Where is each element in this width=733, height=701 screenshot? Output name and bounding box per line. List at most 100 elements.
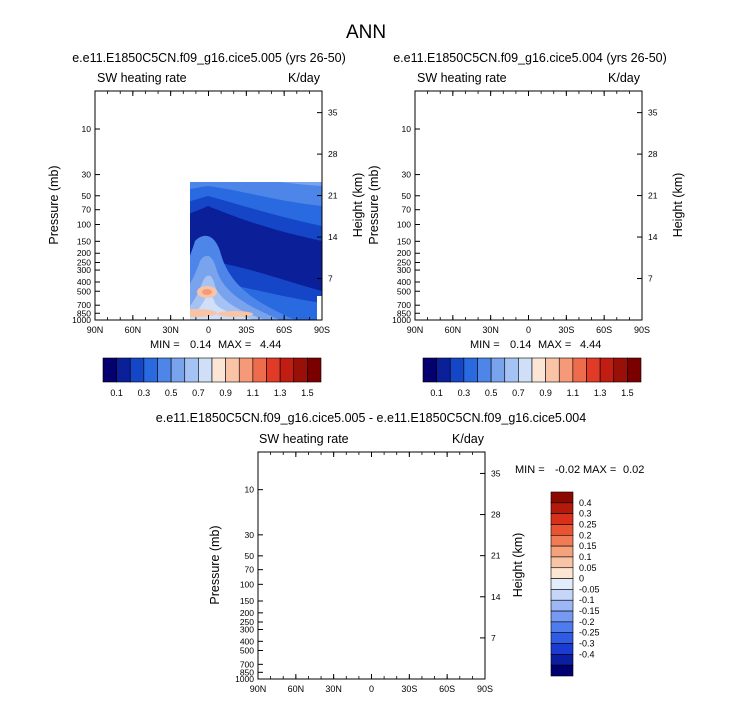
y-tick-label: 500: [77, 286, 91, 296]
y-tick-label: 300: [77, 265, 91, 275]
hot-spot-core: [202, 289, 212, 295]
y-tick-label: 850: [240, 667, 254, 677]
y-tick-label: 150: [240, 596, 254, 606]
colorbar-swatch: [545, 357, 560, 383]
y-tick-label: 100: [397, 220, 411, 230]
colorbar-label: 0.05: [579, 563, 597, 573]
band-upper-9: [95, 91, 322, 136]
panel-top-right: e.e11.E1850C5CN.f09_g16.cice5.004 (yrs 2…: [367, 51, 685, 398]
band-upper-8: [415, 91, 642, 141]
band-lower-2: [415, 281, 642, 320]
colorbar-label: 1.5: [301, 388, 314, 398]
band-upper-3: [415, 91, 642, 148]
y-tick-label: 400: [397, 277, 411, 287]
colorbar-swatch: [184, 357, 199, 383]
y-right-tick-label: 35: [491, 468, 501, 478]
colorbar-swatch: [550, 578, 574, 590]
colorbar-label: 0.3: [579, 509, 592, 519]
band-upper-1: [415, 91, 642, 171]
variable-label: SW heating rate: [97, 71, 187, 85]
colorbar-swatch: [436, 357, 451, 383]
missing-data: [317, 296, 322, 320]
colorbar-swatch: [266, 357, 281, 383]
colorbar-label: 0.1: [110, 388, 123, 398]
axes: 90N 60N 30N 0 30S 60S 90S103050701001502002503…: [235, 452, 501, 694]
colorbar-label: 1.1: [247, 388, 260, 398]
colorbar-label: 0.3: [138, 388, 151, 398]
y-right-tick-label: 7: [648, 274, 653, 284]
negative-area: [258, 452, 485, 679]
max-value: 0.02: [623, 464, 644, 476]
band-upper-7: [415, 91, 642, 146]
colorbar-label: 0.9: [219, 388, 232, 398]
colorbar-swatch: [504, 357, 519, 383]
y-axis-label: Pressure (mb): [367, 165, 381, 244]
band-mid-2: [415, 91, 642, 226]
colorbar-swatch: [531, 357, 546, 383]
colorbar-label: 0.7: [192, 388, 205, 398]
x-tick-label: 30N: [325, 684, 342, 694]
colorbar-label: 0.3: [458, 388, 471, 398]
colorbar-swatch: [307, 357, 322, 383]
colorbar-label: 0.2: [579, 530, 592, 540]
y-right-tick-label: 35: [648, 108, 658, 118]
colorbar-swatch: [198, 357, 213, 383]
colorbar-swatch: [279, 357, 295, 383]
max-value: 4.44: [260, 339, 281, 351]
band-upper-8: [95, 91, 322, 141]
colorbar-label: 0.15: [579, 541, 597, 551]
y-tick-label: 70: [402, 205, 412, 215]
band-mid-4: [280, 182, 322, 186]
band-upper-3: [95, 91, 322, 148]
colorbar-swatch: [599, 357, 615, 383]
colorbar: 0.1 0.3 0.5 0.7 0.9 1.1 1.3 1.5: [422, 357, 642, 398]
max-label: MAX =: [583, 464, 616, 476]
y-tick-label: 500: [397, 286, 411, 296]
min-label: MIN =: [515, 464, 545, 476]
colorbar-swatch: [116, 357, 131, 383]
colorbar-label: 0.1: [579, 552, 592, 562]
variable-label: SW heating rate: [259, 432, 349, 446]
colorbar-swatch: [170, 357, 186, 383]
hot-spot: [517, 286, 537, 298]
colorbar-label: -0.3: [579, 639, 595, 649]
band-upper-5: [415, 91, 642, 156]
y-tick-label: 850: [397, 308, 411, 318]
surface-warm-2: [217, 311, 253, 317]
colorbar-label: 1.3: [594, 388, 607, 398]
y-tick-label: 1000: [235, 674, 254, 684]
y-axis-label: Pressure (mb): [208, 525, 222, 604]
y-right-tick-label: 28: [328, 149, 338, 159]
negative-strip: [258, 652, 485, 674]
x-tick-label: 60N: [125, 325, 142, 335]
x-tick-label: 60S: [596, 325, 612, 335]
colorbar-label: 1.1: [567, 388, 580, 398]
negative-column: [420, 452, 426, 492]
panel-top-left: e.e11.E1850C5CN.f09_g16.cice5.005 (yrs 2…: [47, 51, 365, 398]
y-right-tick-label: 7: [491, 633, 496, 643]
colorbar-label: 1.5: [621, 388, 634, 398]
colorbar-swatch: [550, 513, 574, 525]
min-label: MIN =: [150, 339, 180, 351]
plot-frame: [257, 451, 486, 680]
contour-field: [95, 91, 322, 320]
y-tick-label: 850: [77, 308, 91, 318]
x-tick-label: 90N: [407, 325, 424, 335]
y-axis-label: Pressure (mb): [47, 165, 61, 244]
y-tick-label: 10: [82, 124, 92, 134]
y-tick-label: 150: [397, 236, 411, 246]
band-mid-1: [415, 91, 642, 241]
y-tick-label: 200: [397, 248, 411, 258]
colorbar-swatch: [550, 632, 574, 644]
max-label: MAX =: [538, 339, 571, 351]
colorbar-swatch: [102, 357, 117, 383]
colorbar-swatch: [238, 357, 254, 383]
colorbar-label: 0.4: [579, 498, 592, 508]
x-tick-label: 30S: [401, 684, 417, 694]
band-upper-4: [95, 91, 322, 161]
band-upper-9: [415, 91, 642, 136]
axes: 90N 60N 30N 0 30S 60S 90S103050701001502002503…: [392, 91, 658, 335]
hot-spot-core: [522, 289, 532, 295]
min-value: -0.02: [555, 464, 580, 476]
colorbar-label: -0.1: [579, 595, 595, 605]
